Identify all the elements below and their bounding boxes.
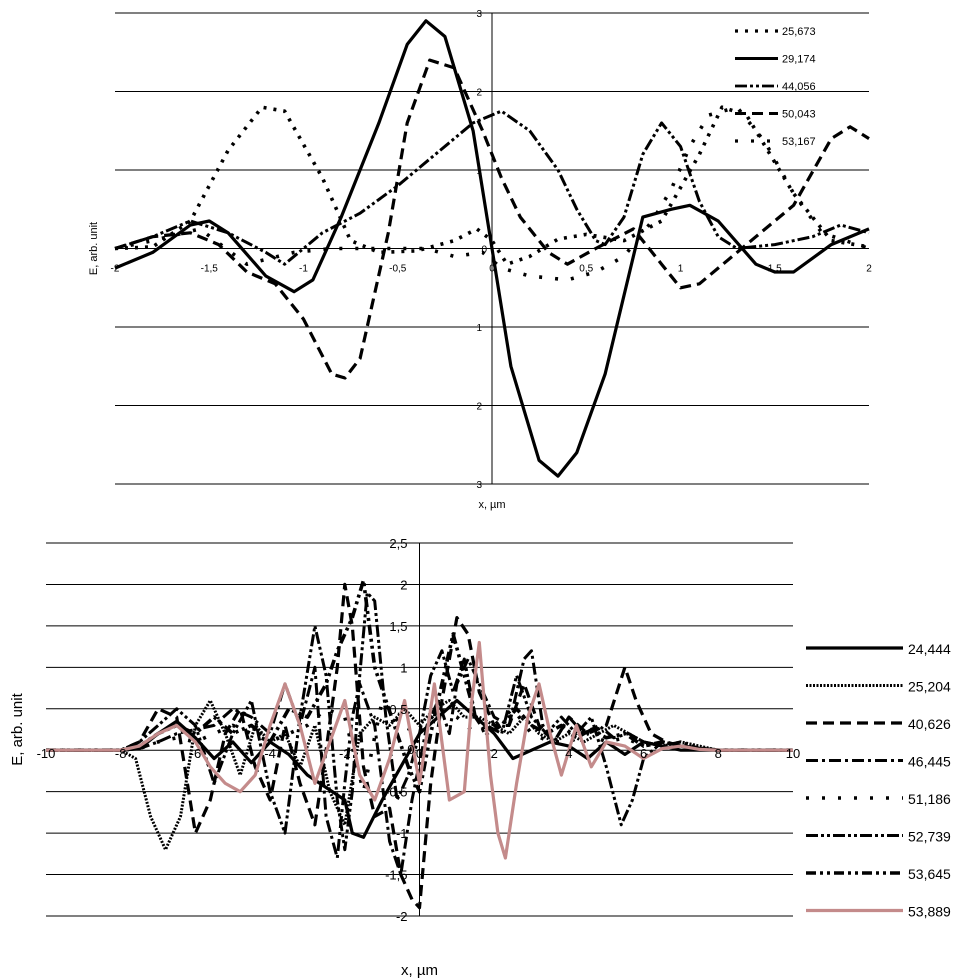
chart2-x-tick-label: 10 [786, 746, 800, 761]
chart2-series-8 [46, 640, 793, 860]
chart1-legend-label: 53,167 [782, 136, 816, 148]
chart2-y-tick-label: -2 [396, 909, 408, 924]
chart2-y-tick-label: 0 [407, 742, 414, 757]
chart2-y-tick-label: -1 [396, 826, 408, 841]
chart2-y-axis-label: E, arb. unit [9, 692, 26, 765]
chart1-y-tick-label: 0 [481, 245, 487, 256]
chart2-x-tick-label: -10 [37, 746, 56, 761]
chart2-y-tick-label: 2 [400, 577, 407, 592]
chart2-x-tick-label: 4 [565, 746, 572, 761]
chart-top: -2 -1,5 -1 -0,5 0 0,5 1 1,5 2 3 2 1 0 1 2 3 x, µm E, arb.… [88, 9, 872, 511]
chart1-legend-label: 50,043 [782, 109, 816, 121]
chart1-legend-label: 29,174 [782, 54, 816, 66]
chart2-legend-label: 25,204 [908, 679, 951, 695]
chart1-x-axis-label: x, µm [478, 499, 505, 511]
chart1-x-tick-label: 1,5 [768, 264, 782, 275]
chart2-x-tick-label: -8 [115, 746, 127, 761]
chart1-x-tick-label: -2 [111, 264, 120, 275]
chart2-y-tick-label: 1 [400, 660, 407, 675]
chart2-series-2 [46, 699, 793, 852]
chart2-series-1 [46, 698, 793, 839]
chart2-legend-label: 53,889 [908, 904, 951, 920]
chart1-y-axis-label: E, arb. unit [88, 222, 100, 275]
chart1-series-5 [114, 105, 870, 282]
chart1-series-3 [114, 109, 870, 266]
chart2-x-tick-label: -2 [339, 746, 351, 761]
chart1-x-tick-label: -0,5 [389, 264, 407, 275]
chart2-y-tick-label: -1,5 [385, 868, 407, 883]
chart2-legend-label: 24,444 [908, 641, 951, 657]
chart1-y-tick-label: 2 [476, 88, 482, 99]
chart1-x-tick-label: -1,5 [201, 264, 219, 275]
chart2-legend-label: 53,645 [908, 866, 951, 882]
chart1-x-tick-label: 0 [489, 264, 495, 275]
chart1-series-1 [114, 105, 870, 266]
chart2-x-tick-label: 2 [491, 746, 498, 761]
chart2-y-tick-label: -0,5 [385, 785, 407, 800]
chart1-legend-label: 25,673 [782, 26, 816, 38]
chart1-x-tick-label: 2 [866, 264, 872, 275]
chart2-x-tick-label: -4 [264, 746, 276, 761]
chart1-y-tick-label: 3 [476, 480, 482, 491]
chart2-x-tick-label: 8 [715, 746, 722, 761]
chart1-legend-label: 44,056 [782, 81, 816, 93]
chart1-x-tick-label: -1 [299, 264, 308, 275]
chart2-legend-label: 40,626 [908, 716, 951, 732]
chart1-x-tick-label: 1 [678, 264, 684, 275]
chart2-x-tick-label: 6 [640, 746, 647, 761]
chart2-legend-label: 46,445 [908, 754, 951, 770]
chart1-y-tick-label: 3 [476, 9, 482, 20]
chart1-x-tick-label: 0,5 [579, 264, 593, 275]
chart1-y-tick-label: 2 [476, 402, 482, 413]
chart2-series-7 [46, 578, 793, 794]
chart1-series-2 [114, 19, 870, 478]
chart1-y-tick-label: 1 [476, 323, 482, 334]
chart2-y-tick-label: 1,5 [389, 619, 407, 634]
chart2-y-tick-label: 2,5 [389, 536, 407, 551]
chart1-y-tick-label: 1 [476, 166, 482, 177]
chart2-x-tick-label: -6 [190, 746, 202, 761]
chart2-legend-label: 52,739 [908, 829, 951, 845]
chart2-y-tick-label: 0,5 [389, 702, 407, 717]
chart2-x-tick-label: 0 [416, 746, 423, 761]
chart2-x-axis-label: x, µm [401, 962, 438, 979]
chart2-legend-label: 51,186 [908, 791, 951, 807]
chart1-series-4 [114, 58, 870, 380]
